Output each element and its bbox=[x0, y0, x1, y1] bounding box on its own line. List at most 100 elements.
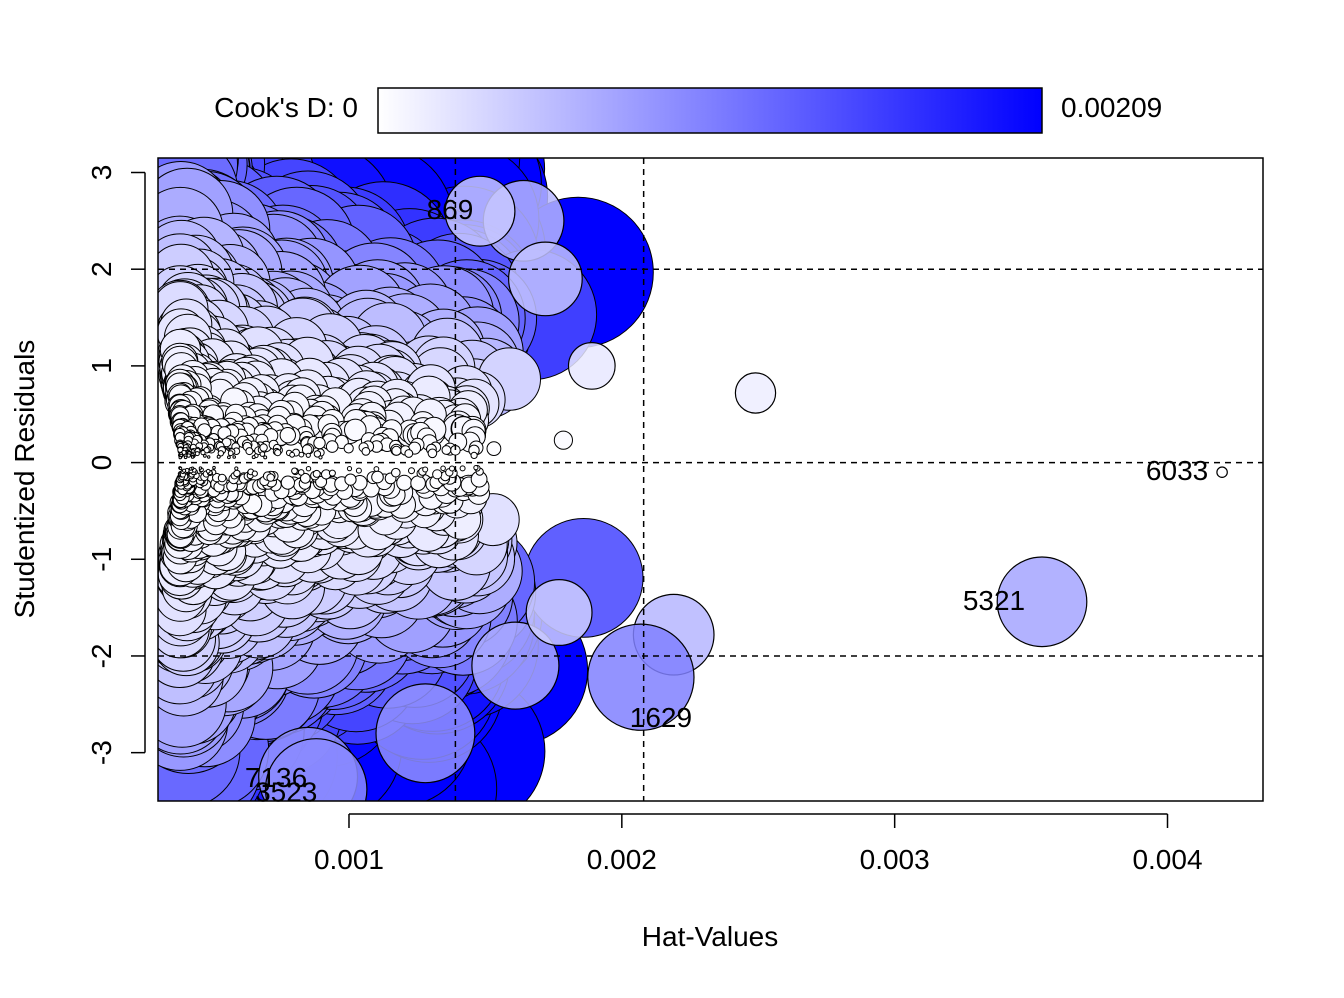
observation-point bbox=[346, 466, 353, 472]
observation-point bbox=[440, 465, 446, 472]
observation-point bbox=[212, 465, 216, 470]
observation-point bbox=[422, 466, 429, 473]
x-axis: 0.001 0.002 0.003 0.004 bbox=[314, 813, 1203, 875]
point-label-5321: 5321 bbox=[963, 585, 1025, 616]
x-tick-label: 0.001 bbox=[314, 844, 384, 875]
point-label-7136: 7136 bbox=[245, 762, 307, 793]
x-tick-label: 0.003 bbox=[860, 844, 930, 875]
observation-point bbox=[291, 467, 298, 475]
observation-point bbox=[227, 450, 234, 457]
observation-point bbox=[328, 469, 336, 477]
y-tick-label: 2 bbox=[86, 261, 117, 277]
observation-point bbox=[232, 455, 236, 459]
observation-point bbox=[473, 465, 479, 471]
observation-point bbox=[432, 469, 443, 480]
y-tick-label: 3 bbox=[86, 165, 117, 181]
labeled-point-1629 bbox=[587, 623, 695, 731]
reference-lines bbox=[158, 158, 1263, 801]
labeled-point-3523 bbox=[264, 738, 368, 801]
observation-point bbox=[183, 455, 188, 460]
y-tick-label: -3 bbox=[86, 740, 117, 765]
observation-point bbox=[486, 441, 502, 457]
observation-point bbox=[313, 436, 326, 450]
observation-point bbox=[449, 465, 455, 472]
observation-point bbox=[553, 430, 574, 450]
labeled-point-5321 bbox=[996, 556, 1088, 648]
notable-point bbox=[734, 372, 777, 414]
observation-point bbox=[391, 445, 402, 456]
notable-point bbox=[525, 578, 593, 646]
notable-point bbox=[375, 683, 476, 784]
observation-point bbox=[298, 451, 305, 458]
observation-point bbox=[263, 455, 268, 460]
y-tick-label: -2 bbox=[86, 644, 117, 669]
observation-point bbox=[190, 455, 195, 459]
observation-point bbox=[315, 475, 328, 488]
point-label-6033: 6033 bbox=[1146, 455, 1208, 486]
observation-point bbox=[233, 469, 241, 478]
colorbar-label-right: 0.00209 bbox=[1061, 92, 1162, 123]
colorbar-gradient bbox=[377, 87, 1043, 134]
observation-point bbox=[178, 455, 182, 460]
observation-point bbox=[313, 450, 322, 458]
observation-point bbox=[217, 473, 227, 483]
notable-point bbox=[471, 621, 560, 710]
observation-point bbox=[266, 473, 275, 482]
observation-point bbox=[391, 467, 401, 478]
observation-point bbox=[194, 451, 200, 457]
observation-point bbox=[205, 468, 211, 474]
point-label-1629: 1629 bbox=[630, 702, 692, 733]
observation-point bbox=[259, 451, 266, 457]
observation-point bbox=[344, 418, 367, 442]
x-axis-title: Hat-Values bbox=[642, 921, 778, 952]
observation-point bbox=[427, 448, 438, 459]
observation-point bbox=[312, 469, 321, 478]
colorbar-label-left: Cook's D: 0 bbox=[214, 92, 358, 123]
y-tick-label: -1 bbox=[86, 547, 117, 572]
observation-point bbox=[198, 466, 203, 470]
y-axis-title: Studentized Residuals bbox=[9, 340, 40, 619]
observation-point bbox=[207, 455, 211, 459]
observation-point bbox=[259, 443, 268, 452]
observation-point bbox=[396, 474, 413, 491]
observation-point bbox=[470, 451, 478, 459]
observation-point bbox=[217, 450, 225, 457]
observation-point bbox=[373, 466, 380, 472]
observation-point bbox=[178, 466, 183, 471]
data-layer bbox=[158, 158, 1228, 801]
point-label-869: 869 bbox=[427, 194, 474, 225]
observation-point bbox=[182, 468, 187, 473]
observation-point bbox=[289, 451, 296, 458]
observation-point bbox=[245, 447, 254, 456]
y-tick-label: 1 bbox=[86, 358, 117, 374]
observation-point bbox=[459, 465, 466, 472]
plot-frame bbox=[157, 157, 1264, 802]
observation-point bbox=[325, 440, 339, 453]
observation-point bbox=[279, 427, 296, 444]
observation-point bbox=[188, 467, 193, 471]
observation-point bbox=[251, 455, 256, 460]
observation-point bbox=[355, 467, 362, 474]
observation-point bbox=[410, 475, 426, 492]
observation-point bbox=[441, 445, 452, 455]
x-tick-label: 0.004 bbox=[1132, 844, 1202, 875]
observation-point bbox=[280, 475, 295, 490]
observation-point bbox=[234, 466, 239, 471]
observation-point bbox=[305, 452, 311, 458]
observation-point bbox=[318, 455, 323, 460]
point-label-3523: 3523 bbox=[255, 776, 317, 807]
notable-point bbox=[508, 241, 583, 317]
observation-point bbox=[344, 473, 357, 486]
y-tick-label: 0 bbox=[86, 455, 117, 471]
observation-point bbox=[404, 449, 414, 458]
colorbar-legend: Cook's D: 0 0.00209 bbox=[214, 87, 1162, 134]
observation-point bbox=[200, 450, 206, 456]
observation-point bbox=[371, 470, 384, 484]
observation-point bbox=[299, 472, 311, 484]
x-tick-label: 0.002 bbox=[587, 844, 657, 875]
observation-point bbox=[274, 449, 282, 457]
observation-point bbox=[361, 447, 371, 456]
labeled-point-6033 bbox=[1216, 466, 1228, 478]
